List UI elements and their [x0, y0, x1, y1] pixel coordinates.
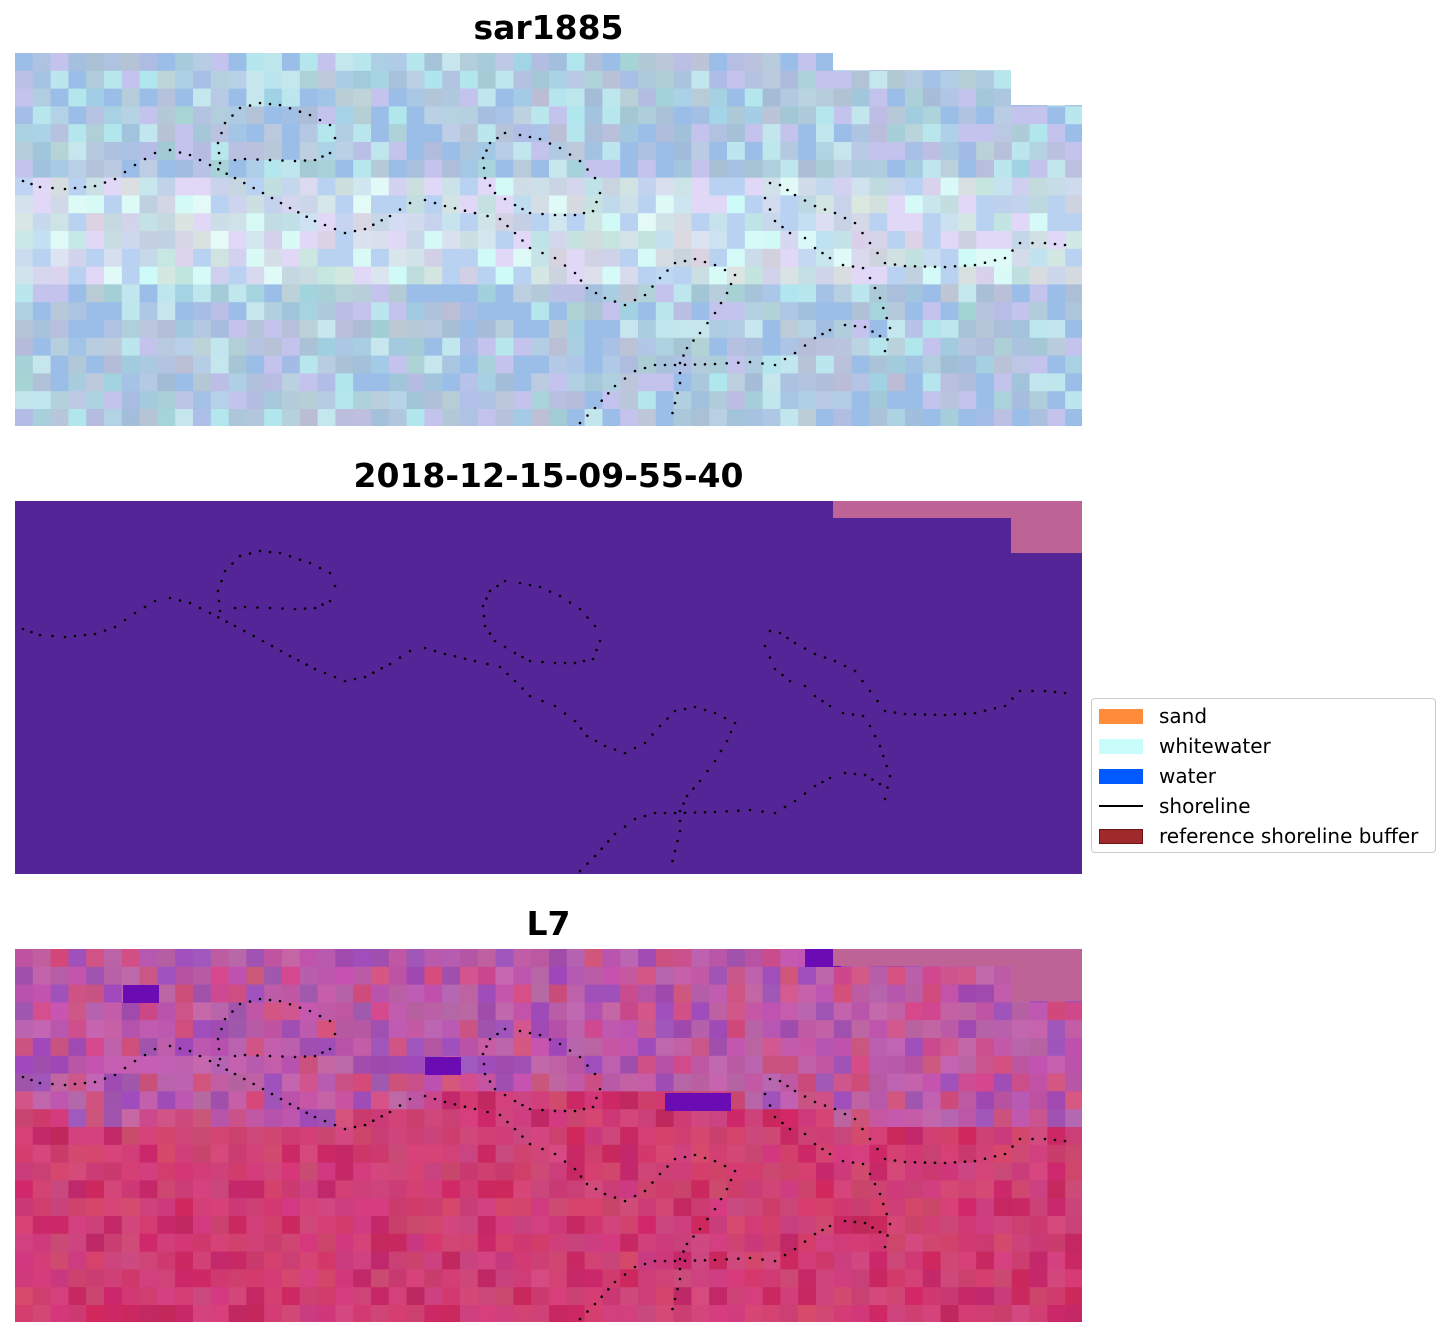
panel-title-index: L7 [526, 904, 571, 943]
panel-title-rgb: sar1885 [473, 8, 624, 47]
panel-title-classification: 2018-12-15-09-55-40 [353, 456, 744, 495]
classification-image [15, 501, 1082, 874]
shoreline-line-swatch [1099, 805, 1143, 807]
index-image [15, 949, 1082, 1322]
shoreline-dots [21, 997, 1067, 1321]
legend: sand whitewater water shoreline referenc… [1091, 698, 1436, 853]
legend-label: water [1159, 764, 1216, 788]
rgb-pixels [15, 53, 1082, 426]
legend-label: sand [1159, 704, 1208, 728]
reference-buffer-swatch [1099, 828, 1143, 844]
sand-swatch [1099, 708, 1143, 724]
legend-label: whitewater [1159, 734, 1271, 758]
classification-fill [15, 501, 1082, 874]
shoreline-dots [21, 549, 1067, 873]
legend-label: shoreline [1159, 794, 1251, 818]
water-swatch [1099, 768, 1143, 784]
shoreline-dots [21, 101, 1067, 425]
legend-item-whitewater: whitewater [1099, 733, 1271, 759]
rgb-image-panel [15, 53, 1082, 426]
legend-item-sand: sand [1099, 703, 1207, 729]
classification-panel [15, 501, 1082, 874]
legend-item-shoreline: shoreline [1099, 793, 1251, 819]
whitewater-swatch [1099, 738, 1143, 754]
rgb-image [15, 53, 1082, 426]
index-pixels [15, 949, 1082, 1322]
index-panel [15, 949, 1082, 1322]
legend-item-water: water [1099, 763, 1216, 789]
legend-label: reference shoreline buffer [1159, 824, 1419, 848]
legend-item-reference-buffer: reference shoreline buffer [1099, 823, 1418, 849]
